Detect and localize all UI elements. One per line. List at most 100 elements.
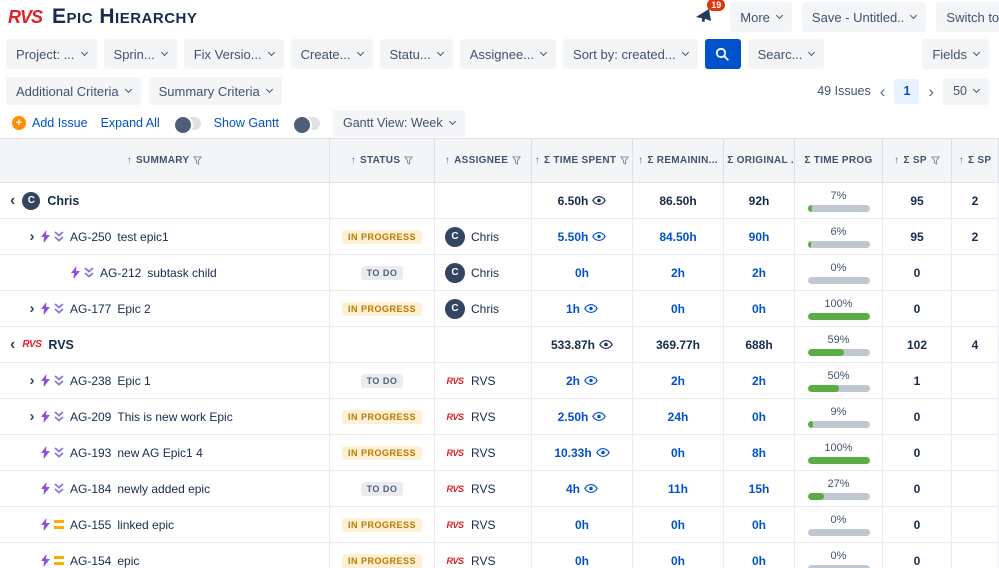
sort-by-filter-label: Sort by: created... bbox=[573, 46, 676, 62]
add-issue-label: Add Issue bbox=[32, 116, 88, 130]
issue-key[interactable]: AG-177 bbox=[70, 301, 112, 316]
collapse-icon[interactable]: ‹ bbox=[10, 335, 16, 353]
assignee-name: RVS bbox=[471, 373, 496, 388]
double-chevron-down-icon bbox=[54, 411, 64, 422]
col-header-status[interactable]: ↑ STATUS bbox=[330, 139, 435, 182]
rvs-avatar: RVS bbox=[446, 483, 464, 494]
issue-row[interactable]: AG-184 newly added epic TO DO RVS RVS 4h 11h 15… bbox=[0, 471, 999, 507]
status-filter[interactable]: Statu... bbox=[379, 39, 453, 69]
col-header-sp[interactable]: ↑ Σ SP bbox=[883, 139, 952, 182]
double-chevron-down-icon bbox=[54, 303, 64, 314]
switch-to-button[interactable]: Switch to... bbox=[936, 2, 999, 32]
eye-icon[interactable] bbox=[592, 195, 607, 206]
show-gantt-toggle[interactable] bbox=[292, 114, 320, 135]
page-size-select[interactable]: 50 bbox=[943, 77, 989, 105]
issue-key[interactable]: AG-209 bbox=[70, 409, 112, 424]
more-button[interactable]: More bbox=[730, 2, 792, 32]
gantt-view-select[interactable]: Gantt View: Week bbox=[333, 109, 465, 137]
expand-all-toggle[interactable] bbox=[172, 114, 201, 135]
additional-criteria-label: Additional Criteria bbox=[16, 83, 119, 99]
col-header-original[interactable]: ↑ Σ ORIGINAL ... bbox=[724, 139, 795, 182]
expand-all-button[interactable]: Expand All bbox=[100, 116, 160, 130]
issue-key[interactable]: AG-184 bbox=[70, 481, 112, 496]
status-badge: IN PROGRESS bbox=[341, 301, 422, 316]
issue-key[interactable]: AG-212 bbox=[100, 265, 142, 280]
eye-icon[interactable] bbox=[592, 231, 607, 242]
double-chevron-down-icon bbox=[54, 483, 64, 494]
issue-key[interactable]: AG-154 bbox=[70, 553, 112, 568]
expand-icon[interactable]: › bbox=[29, 408, 35, 425]
current-page[interactable]: 1 bbox=[894, 78, 920, 104]
progress-percent: 59% bbox=[827, 333, 850, 346]
eye-icon[interactable] bbox=[584, 483, 598, 494]
expand-icon[interactable]: › bbox=[29, 300, 35, 317]
save-button[interactable]: Save - Untitled.. bbox=[801, 2, 927, 32]
gantt-view-label: Gantt View: Week bbox=[343, 116, 443, 130]
sort-by-filter[interactable]: Sort by: created... bbox=[563, 39, 698, 69]
chevron-down-icon bbox=[910, 11, 918, 19]
eye-icon[interactable] bbox=[595, 447, 610, 458]
issue-key[interactable]: AG-238 bbox=[70, 373, 112, 388]
assignee-name: RVS bbox=[471, 553, 496, 568]
status-badge: IN PROGRESS bbox=[341, 445, 422, 460]
avatar: C bbox=[445, 226, 465, 247]
collapse-icon[interactable]: ‹ bbox=[10, 191, 16, 209]
sp2-value bbox=[952, 399, 999, 434]
remaining-value: 2h bbox=[633, 363, 724, 398]
eye-icon[interactable] bbox=[584, 375, 598, 386]
created-filter[interactable]: Create... bbox=[290, 39, 373, 69]
sprint-filter[interactable]: Sprin... bbox=[103, 39, 177, 69]
rvs-logo: RVS bbox=[22, 339, 42, 350]
assignee-filter[interactable]: Assignee... bbox=[459, 39, 557, 69]
group-row[interactable]: ‹ C Chris 6.50h 86.50h 92h 7% 95 2 bbox=[0, 183, 999, 219]
rvs-avatar: RVS bbox=[446, 555, 464, 566]
issue-row[interactable]: AG-193 new AG Epic1 4 IN PROGRESS RVS RVS 10.… bbox=[0, 435, 999, 471]
eye-icon[interactable] bbox=[599, 339, 613, 350]
issue-row[interactable]: AG-212 subtask child TO DO C Chris 0h 2h 2h 0% 0 bbox=[0, 255, 999, 291]
search-button[interactable] bbox=[704, 39, 741, 69]
issue-key[interactable]: AG-250 bbox=[70, 229, 112, 244]
issue-row[interactable]: AG-154 epic IN PROGRESS RVS RVS 0h 0h 0h 0% 0 bbox=[0, 543, 999, 568]
announcement-icon[interactable]: 19 bbox=[695, 0, 726, 28]
criteria-bar: Additional Criteria Summary Criteria 49 … bbox=[0, 74, 999, 108]
remaining-value: 2h bbox=[633, 255, 724, 290]
issue-row[interactable]: › AG-250 test epic1 IN PROGRESS C Chris 5.50h 8… bbox=[0, 219, 999, 255]
sp-value: 0 bbox=[883, 543, 952, 568]
issue-row[interactable]: › AG-209 This is new work Epic IN PROGRESS R… bbox=[0, 399, 999, 435]
issue-row[interactable]: › AG-177 Epic 2 IN PROGRESS C Chris 1h 0h 0h 100%… bbox=[0, 291, 999, 327]
remaining-value: 0h bbox=[633, 291, 724, 326]
issue-summary: newly added epic bbox=[117, 481, 211, 496]
table-header: ↑ SUMMARY ↑ STATUS ↑ ASSIGNEE ↑ Σ TIME S… bbox=[0, 139, 999, 183]
expand-icon[interactable]: › bbox=[29, 228, 35, 245]
next-page-button[interactable]: › bbox=[928, 81, 935, 101]
issue-row[interactable]: › AG-238 Epic 1 TO DO RVS RVS 2h 2h 2h 50% 1 bbox=[0, 363, 999, 399]
issue-key[interactable]: AG-155 bbox=[70, 517, 112, 532]
epic-icon bbox=[40, 302, 51, 315]
col-header-summary[interactable]: ↑ SUMMARY bbox=[0, 139, 330, 182]
remaining-value: 0h bbox=[633, 543, 724, 568]
add-issue-button[interactable]: + Add Issue bbox=[12, 116, 88, 130]
col-header-sp2[interactable]: ↑ Σ SP bbox=[952, 139, 999, 182]
time-spent-value: 6.50h bbox=[557, 193, 589, 208]
group-row[interactable]: ‹ RVS RVS 533.87h 369.77h 688h 59% 102 4 bbox=[0, 327, 999, 363]
project-filter[interactable]: Project: ... bbox=[6, 39, 97, 69]
issue-row[interactable]: AG-155 linked epic IN PROGRESS RVS RVS 0h 0h 0h… bbox=[0, 507, 999, 543]
eye-icon[interactable] bbox=[584, 303, 598, 314]
status-badge: TO DO bbox=[360, 265, 404, 280]
eye-icon[interactable] bbox=[592, 411, 607, 422]
search-filter[interactable]: Searc... bbox=[747, 39, 825, 69]
additional-criteria-button[interactable]: Additional Criteria bbox=[6, 77, 141, 105]
col-header-time-progress[interactable]: Σ TIME PROG bbox=[795, 139, 883, 182]
expand-icon[interactable]: › bbox=[29, 372, 35, 389]
switch-to-label: Switch to... bbox=[946, 9, 999, 25]
issue-key[interactable]: AG-193 bbox=[70, 445, 112, 460]
prev-page-button[interactable]: ‹ bbox=[879, 81, 886, 101]
progress-percent: 0% bbox=[830, 513, 847, 526]
summary-criteria-button[interactable]: Summary Criteria bbox=[148, 77, 282, 105]
col-header-assignee[interactable]: ↑ ASSIGNEE bbox=[435, 139, 532, 182]
fields-button[interactable]: Fields bbox=[922, 39, 989, 69]
fix-version-filter[interactable]: Fix Versio... bbox=[183, 39, 284, 69]
col-header-time-spent[interactable]: ↑ Σ TIME SPENT bbox=[532, 139, 633, 182]
notification-badge: 19 bbox=[707, 0, 726, 11]
col-header-remaining[interactable]: ↑ Σ REMAININ... bbox=[633, 139, 724, 182]
